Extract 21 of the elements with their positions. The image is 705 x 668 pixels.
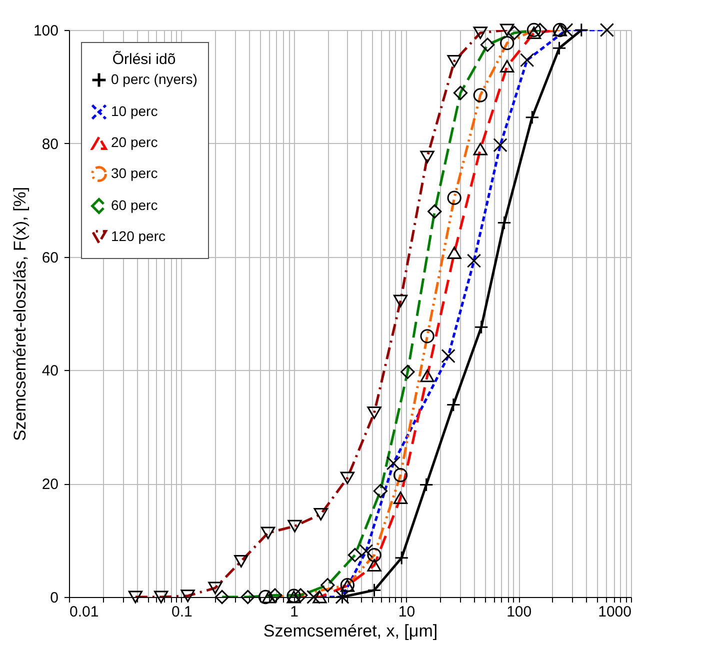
- x-tick-label: 0.1: [171, 604, 192, 620]
- y-tick-label: 20: [42, 476, 58, 494]
- x-tick-label: 10: [398, 604, 416, 620]
- legend-label: 30 perc: [111, 165, 158, 181]
- y-tick-label: 0: [50, 590, 58, 606]
- x-tick-label: 1: [290, 604, 298, 620]
- x-tick-label: 100: [506, 604, 532, 620]
- y-tick-label: 60: [42, 249, 58, 266]
- legend-label: 20 perc: [111, 134, 158, 150]
- y-tick-label: 100: [33, 22, 58, 40]
- legend-label: 10 perc: [111, 103, 158, 119]
- legend-label: 120 perc: [111, 228, 166, 244]
- x-axis-title: Szemcseméret, x, [μm]: [263, 622, 438, 640]
- y-tick-label: 80: [42, 136, 58, 153]
- y-axis-title: Szemcseméret-eloszlás, F(x), [%]: [10, 186, 30, 442]
- x-tick-label: 0.01: [70, 604, 99, 620]
- x-tick-label: 1000: [598, 604, 632, 620]
- legend-label: 60 perc: [111, 197, 158, 213]
- legend-title: Õrlési idõ: [112, 50, 176, 68]
- legend-label: 0 perc (nyers): [111, 71, 198, 87]
- y-tick-label: 40: [42, 362, 58, 380]
